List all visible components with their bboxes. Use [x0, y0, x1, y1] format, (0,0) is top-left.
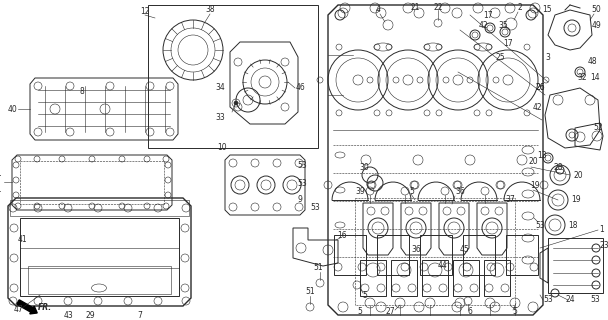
Bar	[334, 235, 366, 275]
Text: 53: 53	[590, 295, 600, 305]
Text: 51: 51	[313, 263, 323, 273]
Text: 5: 5	[410, 188, 415, 196]
Text: 39: 39	[355, 188, 365, 196]
Text: 6: 6	[468, 308, 472, 316]
Text: 45: 45	[460, 245, 470, 254]
Text: 21: 21	[410, 3, 420, 12]
Text: 24: 24	[565, 295, 575, 305]
Bar	[420, 235, 452, 275]
Text: 20: 20	[573, 171, 583, 180]
Text: 17: 17	[503, 38, 513, 47]
Text: 1: 1	[599, 226, 604, 235]
Text: 38: 38	[205, 5, 215, 14]
Text: 9: 9	[297, 196, 302, 204]
Text: 15: 15	[542, 5, 552, 14]
Text: 53: 53	[543, 295, 553, 305]
Text: 22: 22	[434, 3, 443, 12]
Bar	[148, 5, 318, 148]
Text: 3: 3	[545, 53, 550, 62]
Text: 40: 40	[7, 105, 17, 114]
Text: 20: 20	[528, 157, 538, 166]
Bar	[548, 238, 603, 293]
Bar	[506, 235, 538, 275]
Text: 11: 11	[0, 186, 2, 195]
Text: 13: 13	[537, 150, 547, 159]
Text: 53: 53	[310, 204, 320, 212]
Text: 5: 5	[362, 291, 367, 300]
Text: 28: 28	[553, 164, 563, 172]
Text: 25: 25	[495, 53, 505, 62]
Text: 26: 26	[535, 84, 545, 92]
Text: 16: 16	[337, 230, 347, 239]
Text: 27: 27	[385, 308, 395, 316]
Bar	[453, 260, 479, 296]
Text: 17: 17	[483, 11, 493, 20]
Bar	[484, 260, 510, 296]
Text: 44: 44	[438, 260, 448, 269]
Text: 23: 23	[599, 241, 608, 250]
Text: 19: 19	[571, 196, 581, 204]
Text: 12: 12	[140, 7, 150, 17]
Bar	[355, 198, 515, 305]
Text: 51: 51	[305, 287, 315, 297]
Text: 34: 34	[215, 84, 225, 92]
Bar	[463, 235, 495, 275]
Text: 42: 42	[478, 20, 488, 29]
Text: 19: 19	[530, 180, 540, 189]
Text: 8: 8	[80, 87, 85, 97]
Text: 37: 37	[505, 196, 515, 204]
FancyArrow shape	[17, 300, 37, 314]
Text: 2: 2	[517, 3, 522, 12]
Text: 26: 26	[535, 84, 545, 92]
Text: 53: 53	[297, 161, 307, 170]
Text: 31: 31	[0, 170, 2, 179]
Text: 33: 33	[215, 114, 225, 123]
Text: 32: 32	[577, 74, 587, 83]
Text: 14: 14	[590, 74, 600, 83]
Text: 43: 43	[63, 310, 73, 319]
Text: 53: 53	[535, 220, 545, 229]
Text: 41: 41	[17, 236, 27, 244]
Text: 47: 47	[13, 306, 23, 315]
Text: 35: 35	[498, 20, 508, 29]
Text: 42: 42	[532, 103, 542, 113]
Text: 30: 30	[359, 164, 369, 172]
Circle shape	[234, 101, 238, 105]
Bar	[377, 235, 409, 275]
Text: 36: 36	[411, 245, 421, 254]
Bar	[360, 260, 386, 296]
Text: 5: 5	[513, 308, 517, 316]
Text: 18: 18	[568, 220, 578, 229]
Bar	[422, 260, 448, 296]
Text: 49: 49	[591, 20, 601, 29]
Text: 48: 48	[587, 58, 597, 67]
Text: 29: 29	[85, 310, 95, 319]
Text: 36: 36	[455, 188, 465, 196]
Text: 46: 46	[295, 84, 305, 92]
Text: 53: 53	[297, 179, 307, 188]
Text: 7: 7	[137, 310, 142, 319]
Text: 10: 10	[217, 143, 227, 153]
Text: 4: 4	[376, 5, 381, 14]
Text: 5: 5	[358, 308, 362, 316]
Text: 50: 50	[591, 5, 601, 14]
Text: 52: 52	[593, 124, 603, 132]
Bar	[391, 260, 417, 296]
Text: FR.: FR.	[38, 303, 52, 313]
